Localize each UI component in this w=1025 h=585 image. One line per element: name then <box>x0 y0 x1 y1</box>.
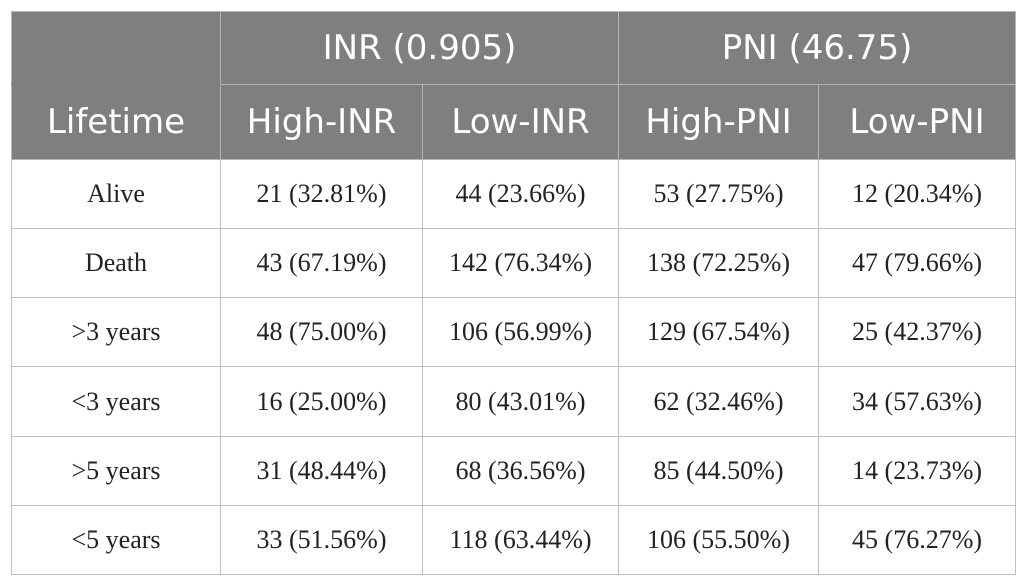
header-group-pni: PNI (46.75) <box>618 11 1017 85</box>
header-lifetime-top <box>11 11 221 85</box>
table-cell: 47 (79.66%) <box>818 228 1017 299</box>
table-cell: 33 (51.56%) <box>220 504 423 576</box>
table-cell: 45 (76.27%) <box>818 504 1017 576</box>
table-cell: 53 (27.75%) <box>618 158 820 230</box>
header-row-subgroups: Lifetime High-INR Low-INR High-PNI Low-P… <box>11 84 1017 160</box>
table-cell: 62 (32.46%) <box>618 366 820 437</box>
table-cell: 14 (23.73%) <box>818 435 1017 506</box>
row-label: Alive <box>11 158 221 230</box>
table-row: <3 years 16 (25.00%) 80 (43.01%) 62 (32.… <box>11 366 1017 437</box>
table-cell: 138 (72.25%) <box>618 228 820 299</box>
row-label: >5 years <box>11 435 221 506</box>
table-cell: 142 (76.34%) <box>421 228 620 299</box>
table-cell: 129 (67.54%) <box>618 297 820 368</box>
header-low-pni: Low-PNI <box>818 84 1017 160</box>
table-cell: 25 (42.37%) <box>818 297 1017 368</box>
table-row: >5 years 31 (48.44%) 68 (36.56%) 85 (44.… <box>11 435 1017 506</box>
table-row: >3 years 48 (75.00%) 106 (56.99%) 129 (6… <box>11 297 1017 368</box>
table-cell: 44 (23.66%) <box>421 158 620 230</box>
header-low-inr: Low-INR <box>421 84 620 160</box>
header-high-pni: High-PNI <box>618 84 820 160</box>
header-group-inr: INR (0.905) <box>219 11 620 85</box>
table-cell: 48 (75.00%) <box>220 297 423 368</box>
row-label: <3 years <box>11 366 221 437</box>
row-label: <5 years <box>11 504 221 576</box>
table-cell: 85 (44.50%) <box>618 435 820 506</box>
table-cell: 106 (56.99%) <box>421 297 620 368</box>
table-cell: 16 (25.00%) <box>220 366 423 437</box>
table-cell: 106 (55.50%) <box>618 504 820 576</box>
row-label: >3 years <box>11 297 221 368</box>
table-row: Alive 21 (32.81%) 44 (23.66%) 53 (27.75%… <box>11 158 1017 230</box>
data-table: INR (0.905) PNI (46.75) Lifetime High-IN… <box>11 11 1017 576</box>
table-row: Death 43 (67.19%) 142 (76.34%) 138 (72.2… <box>11 228 1017 299</box>
row-label: Death <box>11 228 221 299</box>
table-cell: 118 (63.44%) <box>421 504 620 576</box>
table-header: INR (0.905) PNI (46.75) Lifetime High-IN… <box>11 11 1017 160</box>
header-lifetime: Lifetime <box>11 84 221 160</box>
table-cell: 68 (36.56%) <box>421 435 620 506</box>
table-cell: 12 (20.34%) <box>818 158 1017 230</box>
table-cell: 80 (43.01%) <box>421 366 620 437</box>
table-body: Alive 21 (32.81%) 44 (23.66%) 53 (27.75%… <box>11 158 1017 576</box>
table-cell: 34 (57.63%) <box>818 366 1017 437</box>
header-row-groups: INR (0.905) PNI (46.75) <box>11 11 1017 85</box>
table-cell: 21 (32.81%) <box>220 158 423 230</box>
table-cell: 43 (67.19%) <box>220 228 423 299</box>
table-cell: 31 (48.44%) <box>220 435 423 506</box>
table-row: <5 years 33 (51.56%) 118 (63.44%) 106 (5… <box>11 504 1017 576</box>
header-high-inr: High-INR <box>220 84 423 160</box>
